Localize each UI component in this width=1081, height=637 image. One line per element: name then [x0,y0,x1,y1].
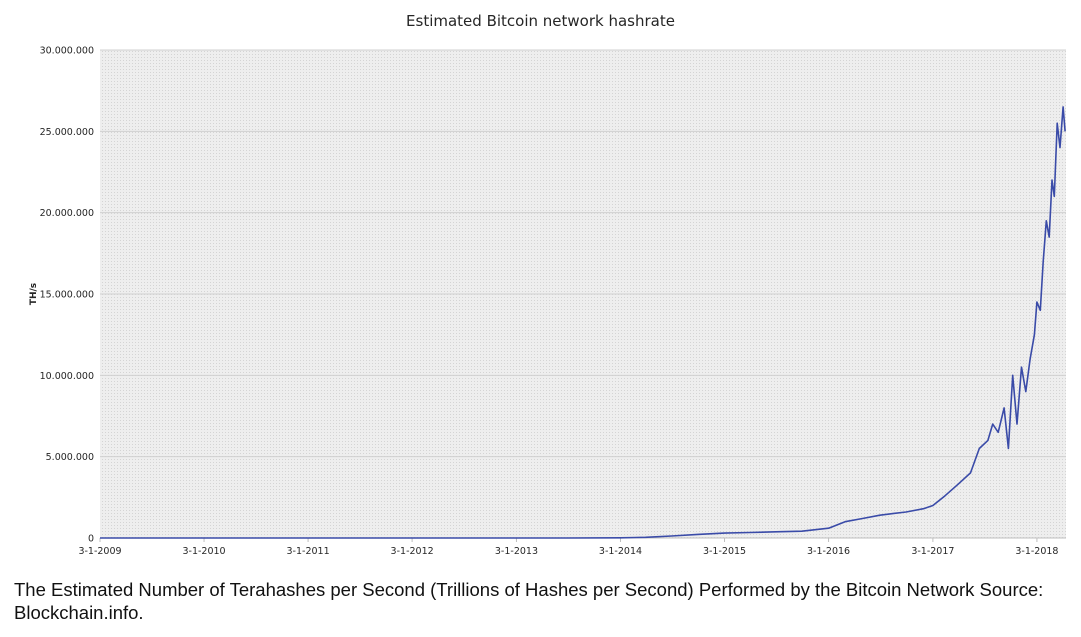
hashrate-chart: 0 5.000.000 10.000.000 15.000.000 20.000.000… [29,46,1066,557]
x-tick-label: 3-1-2009 [78,546,121,557]
chart-title: Estimated Bitcoin network hashrate [406,12,675,30]
hashrate-series-line [100,106,1066,539]
figure-caption: The Estimated Number of Terahashes per S… [14,579,1044,623]
y-axis-ticks: 0 5.000.000 10.000.000 15.000.000 20.000.000… [40,46,94,545]
y-axis-label: TH/s [29,283,39,305]
y-tick-label: 10.000.000 [40,371,94,382]
x-tick-label: 3-1-2015 [703,546,746,557]
x-tick-label: 3-1-2013 [495,546,538,557]
y-tick-label: 30.000.000 [40,46,94,57]
x-tick-label: 3-1-2011 [287,546,330,557]
x-tick-label: 3-1-2016 [807,546,850,557]
x-axis-ticks: 3-1-2009 3-1-2010 3-1-2011 3-1-2012 3-1-2013… [78,538,1058,557]
grid-lines [100,49,1066,458]
x-tick-label: 3-1-2018 [1015,546,1058,557]
y-tick-label: 20.000.000 [40,208,94,219]
x-tick-label: 3-1-2014 [599,546,642,557]
x-tick-label: 3-1-2017 [911,546,954,557]
y-tick-label: 25.000.000 [40,127,94,138]
x-tick-label: 3-1-2010 [182,546,225,557]
y-tick-label: 5.000.000 [46,452,94,463]
x-tick-label: 3-1-2012 [391,546,434,557]
y-tick-label: 0 [88,534,94,545]
y-tick-label: 15.000.000 [40,290,94,301]
